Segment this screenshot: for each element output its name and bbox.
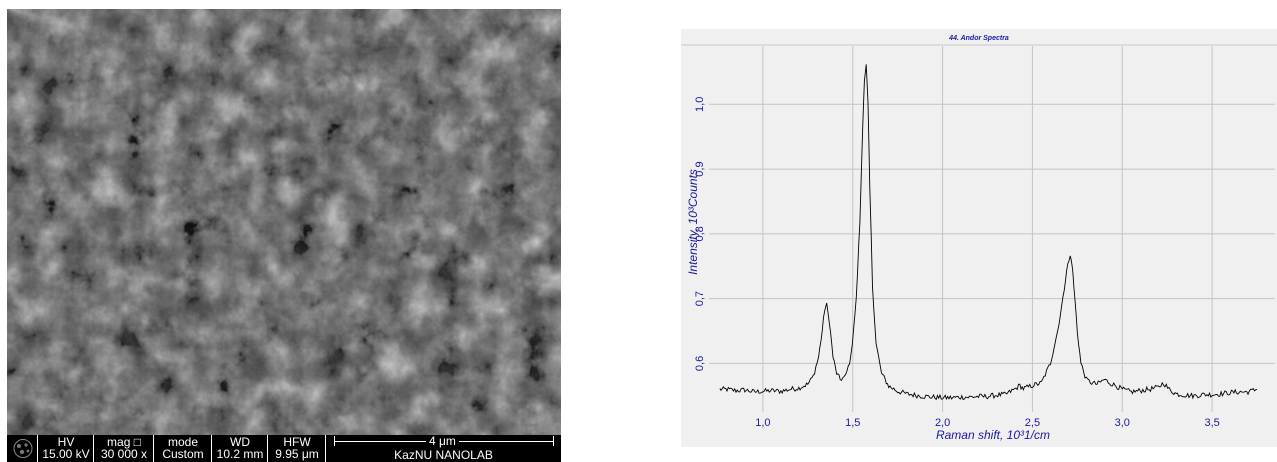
spectrum-line	[719, 64, 1258, 401]
wd-cell: WD 10.2 mm	[211, 435, 268, 462]
raman-spectrum-chart: 44. Andor Spectra 1,0 1,5 2,0 2,5 3,0 3,5 0,6 0…	[681, 35, 1277, 442]
mag-label: mag □	[107, 435, 141, 449]
sem-panel: HV 15.00 kV mag □ 30 000 x mode Custom W…	[7, 9, 561, 462]
x-tick-label: 2,5	[1025, 417, 1040, 429]
raman-spectrum-panel: 44. Andor Spectra 1,0 1,5 2,0 2,5 3,0 3,5 0,6 0…	[681, 29, 1277, 447]
y-tick-label: 0,6	[694, 356, 706, 371]
tick-layer: 1,0 1,5 2,0 2,5 3,0 3,5 0,6 0,7 0,8 0,9 1,0	[694, 97, 1220, 429]
x-tick-label: 2,0	[935, 417, 950, 429]
chart-title: 44. Andor Spectra	[948, 35, 1009, 42]
mag-cell: mag □ 30 000 x	[93, 435, 154, 462]
mode-cell: mode Custom	[153, 435, 212, 462]
hv-label: HV	[57, 435, 75, 449]
wd-label: WD	[230, 435, 250, 449]
x-axis-label: Raman shift, 10³1/cm	[936, 428, 1050, 442]
mode-label: mode	[167, 435, 199, 449]
grid-layer	[709, 46, 1275, 412]
hv-cell: HV 15.00 kV	[37, 435, 94, 462]
scale-bar-left-tick	[334, 436, 335, 446]
scale-bar-label: 4 μm	[426, 435, 459, 447]
hv-value: 15.00 kV	[42, 447, 90, 461]
hfw-cell: HFW 9.95 μm	[267, 435, 326, 462]
y-tick-label: 0,7	[694, 291, 706, 306]
wd-value: 10.2 mm	[216, 447, 264, 461]
scale-bar-right-tick	[553, 436, 554, 446]
lab-name-label: KazNU NANOLAB	[394, 448, 493, 462]
x-tick-label: 1,5	[845, 417, 860, 429]
x-tick-label: 1,0	[755, 417, 770, 429]
hfw-value: 9.95 μm	[275, 447, 319, 461]
mode-value: Custom	[162, 447, 204, 461]
y-tick-label: 0,9	[694, 161, 706, 176]
y-tick-label: 0,8	[694, 226, 706, 241]
x-tick-label: 3,5	[1204, 417, 1219, 429]
hfw-label: HFW	[283, 435, 311, 449]
y-axis-label: Intensity, 10³Counts	[686, 169, 700, 275]
mag-value: 30 000 x	[100, 447, 148, 461]
sem-info-bar: HV 15.00 kV mag □ 30 000 x mode Custom W…	[7, 435, 561, 462]
scale-cell: 4 μm KazNU NANOLAB	[325, 435, 561, 462]
y-tick-label: 1,0	[694, 97, 706, 112]
microscope-logo-icon	[13, 439, 33, 458]
x-tick-label: 3,0	[1115, 417, 1130, 429]
sem-micrograph	[7, 9, 561, 435]
